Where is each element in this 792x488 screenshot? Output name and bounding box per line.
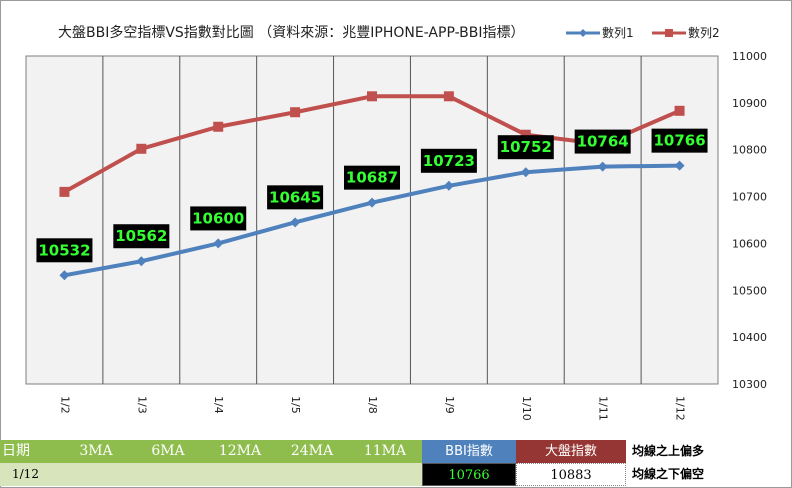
- data-label-box: [190, 206, 247, 231]
- header-bbi-index: BBI指數: [422, 440, 516, 463]
- data-label-box: [574, 129, 631, 154]
- x-tick-label: 1/4: [212, 396, 225, 414]
- data-label: 10764: [577, 133, 629, 151]
- data-label-box: [36, 238, 93, 263]
- data-label: 10532: [38, 241, 90, 259]
- series-2-point: [443, 91, 454, 102]
- x-tick-label: 1/8: [366, 396, 379, 414]
- x-tick-label: 1/10: [520, 396, 533, 421]
- y-tick-label: 10400: [732, 331, 767, 344]
- data-label: 10562: [115, 227, 167, 245]
- header-3ma: 3MA: [60, 440, 132, 463]
- series-2-point: [136, 143, 147, 154]
- x-tick-label: 1/5: [289, 396, 302, 414]
- note-below-ma: 均線之下偏空: [632, 467, 705, 481]
- cell-bbi-value: 10766: [422, 463, 516, 486]
- y-tick-label: 10500: [732, 284, 767, 297]
- series-2-point: [367, 91, 377, 102]
- legend-series-2-swatch: [652, 28, 686, 37]
- data-label-box: [420, 148, 477, 173]
- line-chart: 10300 10400 10500 10600 10700 10800 10900 11000…: [25, 50, 767, 421]
- data-label: 10645: [269, 188, 321, 206]
- data-label: 10723: [423, 152, 475, 170]
- series-2-point: [674, 105, 685, 116]
- x-tick-label: 1/9: [443, 396, 456, 414]
- series-1-point: [520, 167, 531, 178]
- series-1-point: [213, 238, 224, 249]
- data-label-box: [113, 224, 170, 249]
- y-tick-label: 10800: [732, 144, 767, 157]
- data-label: 10766: [653, 132, 705, 150]
- header-11ma: 11MA: [348, 440, 422, 463]
- data-table: 日期 3MA 6MA 12MA 24MA 11MA BBI指數 大盤指數 均線之…: [0, 440, 790, 486]
- series-1-point: [290, 217, 301, 228]
- legend-series-1-swatch: [566, 28, 600, 37]
- y-tick-label: 10900: [732, 97, 767, 110]
- header-market-index: 大盤指數: [516, 440, 626, 463]
- y-tick-label: 10600: [732, 237, 767, 250]
- series-2-point: [59, 186, 70, 197]
- x-tick-label: 1/11: [597, 396, 610, 421]
- series-1-point: [443, 180, 454, 191]
- header-12ma: 12MA: [204, 440, 276, 463]
- chart-title: 大盤BBI多空指標VS指數對比圖 （資料來源：兆豐IPHONE-APP-BBI指…: [58, 25, 525, 41]
- plot-area: [25, 55, 719, 385]
- series-1-point: [674, 160, 685, 171]
- x-tick-label: 1/2: [58, 396, 71, 414]
- cell-date: 1/12: [0, 463, 422, 486]
- x-tick-label: 1/12: [674, 396, 687, 421]
- table-header-row: 日期 3MA 6MA 12MA 24MA 11MA BBI指數 大盤指數 均線之…: [0, 440, 790, 463]
- series-2-point: [213, 121, 224, 132]
- series-2-point: [520, 129, 531, 140]
- data-label-box: [497, 135, 554, 160]
- table-data-row: 1/12 10766 10883 均線之下偏空: [0, 463, 790, 486]
- header-date: 日期: [0, 440, 60, 463]
- cell-market-value: 10883: [516, 463, 626, 486]
- data-label-box: [651, 128, 708, 153]
- series-1-point: [136, 256, 147, 267]
- header-6ma: 6MA: [132, 440, 204, 463]
- x-tick-label: 1/3: [135, 396, 148, 414]
- series-1-point: [59, 270, 70, 281]
- y-tick-label: 10300: [732, 378, 767, 391]
- note-above-ma: 均線之上偏多: [632, 444, 705, 458]
- legend-series-1: 數列1: [566, 24, 634, 41]
- legend-series-2: 數列2: [652, 24, 720, 41]
- legend-series-1-label: 數列1: [602, 26, 634, 40]
- y-tick-label: 11000: [732, 50, 767, 63]
- header-24ma: 24MA: [276, 440, 348, 463]
- legend-series-2-label: 數列2: [688, 26, 720, 40]
- data-label: 10687: [346, 169, 398, 187]
- data-label-box: [344, 165, 400, 190]
- y-tick-label: 10700: [732, 191, 767, 204]
- series-2-point: [290, 107, 301, 118]
- data-label-box: [267, 185, 324, 210]
- data-label: 10600: [192, 209, 244, 227]
- data-label: 10752: [500, 138, 552, 156]
- series-1-point: [597, 161, 608, 172]
- series-1-point: [367, 197, 377, 208]
